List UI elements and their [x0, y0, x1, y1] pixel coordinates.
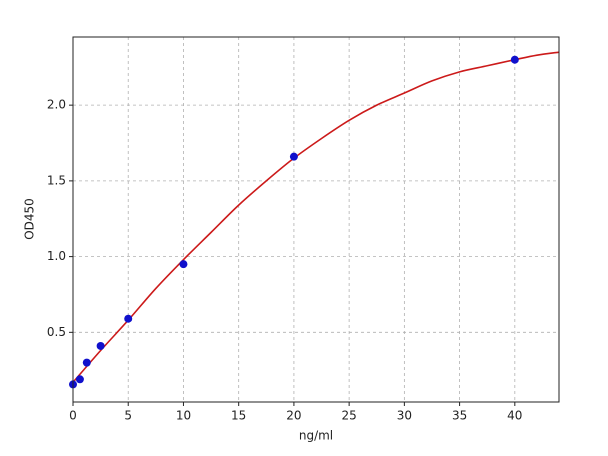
data-point [179, 260, 188, 269]
x-tick-label: 35 [452, 409, 467, 423]
data-point [82, 358, 91, 367]
x-axis-label: ng/ml [299, 429, 333, 443]
data-point [124, 314, 133, 323]
x-tick-label: 5 [124, 409, 132, 423]
x-tick-label: 25 [341, 409, 356, 423]
x-tick-label: 30 [397, 409, 412, 423]
data-point [289, 152, 298, 161]
x-tick-label: 10 [176, 409, 191, 423]
x-tick-label: 15 [231, 409, 246, 423]
y-axis-label: OD450 [23, 198, 37, 240]
y-tick-label: 1.0 [47, 249, 66, 263]
y-tick-label: 1.5 [47, 173, 66, 187]
fit-curve [72, 51, 560, 383]
data-point [510, 55, 519, 64]
x-tick-label: 20 [286, 409, 301, 423]
x-tick-label: 0 [69, 409, 77, 423]
x-tick-label: 40 [507, 409, 522, 423]
data-point [96, 341, 105, 350]
y-tick-label: 0.5 [47, 325, 66, 339]
data-point [75, 375, 84, 384]
y-tick-label: 2.0 [47, 98, 66, 112]
plot-frame [72, 36, 560, 403]
